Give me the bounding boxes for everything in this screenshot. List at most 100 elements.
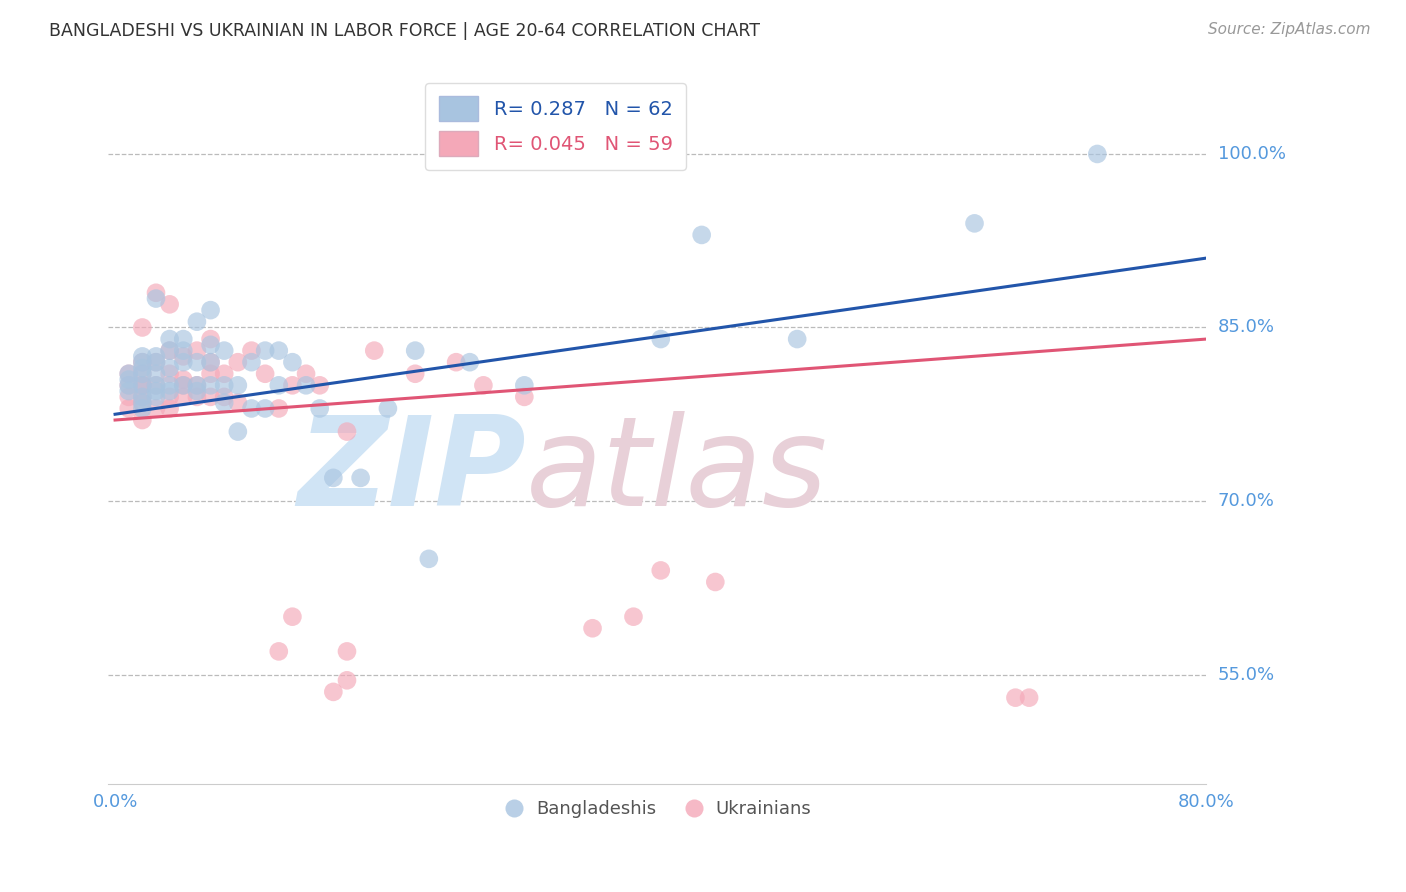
Text: 100.0%: 100.0% xyxy=(1218,145,1285,163)
Point xyxy=(131,355,153,369)
Point xyxy=(186,378,208,392)
Point xyxy=(200,367,222,381)
Point xyxy=(295,367,318,381)
Point xyxy=(131,378,153,392)
Point xyxy=(118,384,141,398)
Point xyxy=(172,343,194,358)
Point xyxy=(118,378,141,392)
Point xyxy=(472,378,495,392)
Point xyxy=(145,378,167,392)
Point xyxy=(786,332,808,346)
Point xyxy=(145,378,167,392)
Point xyxy=(349,471,371,485)
Point xyxy=(267,343,290,358)
Point xyxy=(363,343,385,358)
Point xyxy=(212,395,235,409)
Point xyxy=(145,401,167,416)
Point xyxy=(172,332,194,346)
Point xyxy=(963,216,986,230)
Point xyxy=(145,355,167,369)
Point xyxy=(254,401,277,416)
Point xyxy=(186,315,208,329)
Point xyxy=(1004,690,1026,705)
Point xyxy=(336,425,359,439)
Point xyxy=(172,378,194,392)
Point xyxy=(131,413,153,427)
Point xyxy=(172,378,194,392)
Point xyxy=(240,355,263,369)
Point xyxy=(118,367,141,381)
Point xyxy=(131,350,153,364)
Point xyxy=(226,378,249,392)
Point xyxy=(172,350,194,364)
Point xyxy=(322,471,344,485)
Point xyxy=(281,355,304,369)
Point xyxy=(322,685,344,699)
Point xyxy=(623,609,645,624)
Point xyxy=(581,621,603,635)
Point xyxy=(159,332,181,346)
Point xyxy=(444,355,467,369)
Point xyxy=(118,390,141,404)
Point xyxy=(131,395,153,409)
Point xyxy=(200,355,222,369)
Point xyxy=(418,552,440,566)
Point xyxy=(118,378,141,392)
Point xyxy=(650,332,672,346)
Point xyxy=(159,378,181,392)
Text: atlas: atlas xyxy=(526,411,828,532)
Point xyxy=(131,367,153,381)
Point xyxy=(336,644,359,658)
Point xyxy=(159,390,181,404)
Point xyxy=(200,303,222,318)
Point xyxy=(159,343,181,358)
Point xyxy=(186,390,208,404)
Point xyxy=(308,401,330,416)
Point xyxy=(172,372,194,386)
Point xyxy=(131,378,153,392)
Text: Source: ZipAtlas.com: Source: ZipAtlas.com xyxy=(1208,22,1371,37)
Point xyxy=(145,355,167,369)
Point xyxy=(295,378,318,392)
Point xyxy=(200,338,222,352)
Point xyxy=(226,355,249,369)
Point xyxy=(200,378,222,392)
Point xyxy=(458,355,481,369)
Point xyxy=(131,361,153,376)
Point xyxy=(118,401,141,416)
Point xyxy=(145,285,167,300)
Point xyxy=(131,355,153,369)
Point xyxy=(159,343,181,358)
Point xyxy=(145,367,167,381)
Text: 55.0%: 55.0% xyxy=(1218,665,1275,683)
Point xyxy=(308,378,330,392)
Point xyxy=(212,390,235,404)
Point xyxy=(404,343,426,358)
Point xyxy=(267,378,290,392)
Point xyxy=(200,332,222,346)
Point xyxy=(404,367,426,381)
Point xyxy=(131,401,153,416)
Point xyxy=(267,401,290,416)
Point xyxy=(513,378,536,392)
Point xyxy=(377,401,399,416)
Point xyxy=(240,343,263,358)
Point xyxy=(186,378,208,392)
Point xyxy=(226,425,249,439)
Point xyxy=(690,227,713,242)
Point xyxy=(172,355,194,369)
Text: 85.0%: 85.0% xyxy=(1218,318,1275,336)
Point xyxy=(131,378,153,392)
Point xyxy=(131,390,153,404)
Point xyxy=(281,378,304,392)
Point xyxy=(172,390,194,404)
Point xyxy=(159,384,181,398)
Point xyxy=(200,355,222,369)
Point xyxy=(200,390,222,404)
Legend: Bangladeshis, Ukrainians: Bangladeshis, Ukrainians xyxy=(496,793,818,825)
Point xyxy=(145,292,167,306)
Point xyxy=(159,297,181,311)
Text: 70.0%: 70.0% xyxy=(1218,492,1274,510)
Point xyxy=(145,384,167,398)
Point xyxy=(159,361,181,376)
